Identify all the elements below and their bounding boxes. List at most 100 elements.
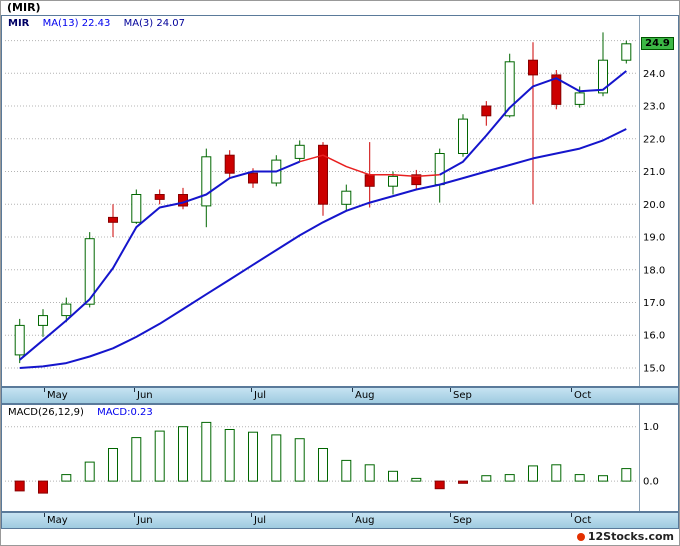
macd-canvas: 0.0 1.0 bbox=[5, 405, 659, 511]
last-price-tag: 24.9 bbox=[641, 37, 674, 50]
macd-bar-positive bbox=[574, 474, 585, 482]
price-axis-label: 22.0 bbox=[643, 134, 665, 145]
candle-up bbox=[61, 303, 72, 317]
candle-up bbox=[84, 238, 95, 305]
month-tick bbox=[134, 388, 135, 392]
candle-down bbox=[108, 216, 118, 223]
macd-axis-label: 1.0 bbox=[643, 422, 659, 433]
macd-bar-positive bbox=[201, 421, 212, 482]
ma3-line-declining bbox=[299, 154, 440, 178]
macd-bar-negative bbox=[458, 480, 468, 484]
main-chart-legend: MIR MA(13) 22.43 MA(3) 24.07 bbox=[8, 18, 185, 29]
month-tick bbox=[251, 388, 252, 392]
macd-bar-negative bbox=[14, 480, 25, 492]
price-axis-label: 19.0 bbox=[643, 233, 665, 244]
macd-bar-positive bbox=[84, 461, 95, 482]
macd-bar-positive bbox=[131, 437, 142, 482]
macd-bar-positive bbox=[481, 475, 492, 482]
macd-bar-positive bbox=[528, 465, 538, 482]
candle-down bbox=[528, 59, 538, 76]
candle-up bbox=[14, 324, 25, 356]
candle-up bbox=[131, 194, 142, 223]
month-tick bbox=[450, 513, 451, 517]
macd-bar-positive bbox=[598, 475, 608, 482]
candle-up bbox=[598, 59, 608, 94]
candle-down bbox=[318, 144, 328, 205]
macd-bar-positive bbox=[294, 438, 305, 482]
month-label: May bbox=[47, 390, 68, 401]
macd-bar-positive bbox=[341, 459, 352, 482]
month-tick bbox=[134, 513, 135, 517]
month-label: Oct bbox=[574, 515, 592, 526]
month-tick bbox=[352, 388, 353, 392]
macd-legend: MACD(26,12,9) MACD:0.23 bbox=[8, 407, 163, 418]
candle-down bbox=[224, 154, 235, 174]
month-tick bbox=[251, 513, 252, 517]
price-axis-label: 23.0 bbox=[643, 102, 665, 113]
macd-bar-positive bbox=[271, 434, 282, 482]
month-label: Jun bbox=[137, 515, 153, 526]
main-chart-canvas: 15.0 16.0 17.0 18.0 19.0 20.0 21.0 22.0 23.0 24.0… bbox=[5, 16, 665, 386]
ma3-line bbox=[19, 160, 301, 361]
month-tick bbox=[571, 513, 572, 517]
macd-bar-positive bbox=[108, 448, 118, 482]
macd-bar-positive bbox=[551, 464, 562, 482]
month-tick bbox=[352, 513, 353, 517]
macd-bar-positive bbox=[504, 474, 515, 482]
candle-up bbox=[504, 61, 515, 117]
candle-down bbox=[481, 105, 492, 117]
month-label: Jun bbox=[137, 390, 153, 401]
month-tick bbox=[44, 513, 45, 517]
macd-bar-positive bbox=[248, 431, 258, 482]
month-label: Oct bbox=[574, 390, 592, 401]
main-chart-panel: MIR MA(13) 22.43 MA(3) 24.07 15.0 16.0 17.… bbox=[1, 15, 679, 387]
brand-dot-icon bbox=[576, 533, 585, 541]
price-axis-label: 20.0 bbox=[643, 200, 665, 211]
brand-text: 12Stocks.com bbox=[587, 530, 674, 543]
month-label: Sep bbox=[453, 515, 472, 526]
candle-up bbox=[434, 153, 445, 186]
candle-down bbox=[551, 74, 562, 105]
price-axis-label: 24.0 bbox=[643, 69, 665, 80]
macd-bar-negative bbox=[434, 480, 445, 490]
candle-down bbox=[411, 174, 422, 186]
x-axis-months-top: May Jun Jul Aug Sep Oct bbox=[1, 387, 679, 404]
macd-value: MACD:0.23 bbox=[97, 407, 153, 418]
price-axis-label: 17.0 bbox=[643, 298, 665, 309]
macd-bar-positive bbox=[224, 429, 235, 482]
macd-bar-positive bbox=[364, 464, 375, 482]
month-tick bbox=[450, 388, 451, 392]
month-label: Aug bbox=[355, 390, 375, 401]
candle-up bbox=[574, 92, 585, 105]
candle-up bbox=[294, 144, 305, 159]
candle-up bbox=[38, 315, 48, 326]
macd-bar-negative bbox=[38, 480, 48, 494]
macd-bar-positive bbox=[388, 470, 398, 482]
legend-symbol: MIR bbox=[8, 18, 30, 29]
ma13-line bbox=[19, 128, 627, 369]
ma3-line bbox=[439, 70, 627, 176]
price-axis-label: 16.0 bbox=[643, 331, 665, 342]
candle-down bbox=[248, 172, 258, 184]
month-label: Aug bbox=[355, 515, 375, 526]
candle-up bbox=[388, 175, 398, 187]
chart-title: (MIR) bbox=[7, 1, 41, 14]
price-axis-label: 21.0 bbox=[643, 167, 665, 178]
month-label: Jul bbox=[254, 390, 267, 401]
macd-bar-positive bbox=[411, 477, 422, 482]
price-axis-label: 18.0 bbox=[643, 265, 665, 276]
month-tick bbox=[571, 388, 572, 392]
month-label: May bbox=[47, 515, 68, 526]
legend-ma3: MA(3) 24.07 bbox=[123, 18, 186, 29]
macd-panel: MACD(26,12,9) MACD:0.23 0.0 1.0 bbox=[1, 404, 679, 512]
x-axis-months-bottom: May Jun Jul Aug Sep Oct bbox=[1, 512, 679, 529]
legend-ma13: MA(13) 22.43 bbox=[42, 18, 111, 29]
candle-down bbox=[364, 174, 375, 187]
candle-down bbox=[154, 194, 165, 200]
macd-bar-positive bbox=[318, 448, 328, 482]
footer: 12Stocks.com bbox=[1, 529, 679, 545]
candle-up bbox=[458, 118, 468, 154]
macd-bar-positive bbox=[154, 430, 165, 482]
macd-bar-positive bbox=[178, 426, 188, 482]
